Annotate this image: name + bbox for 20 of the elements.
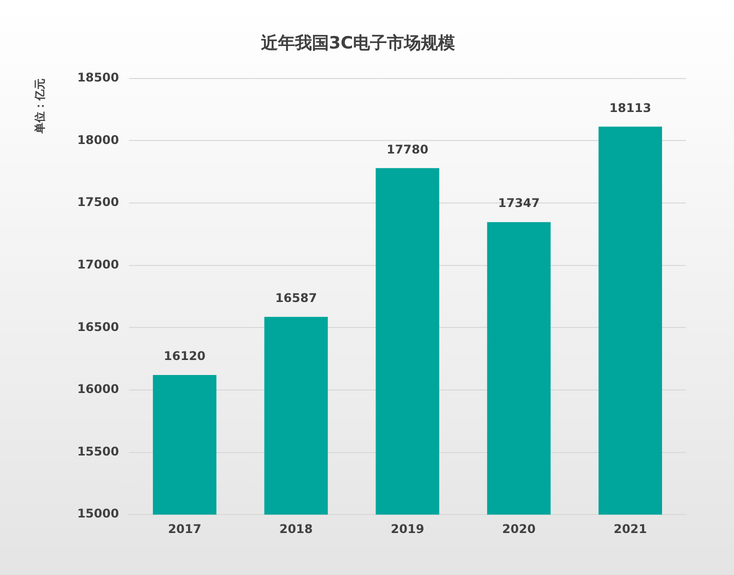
chart-title: 近年我国3C电子市场规模 — [260, 34, 456, 54]
x-tick-label: 2019 — [390, 522, 424, 536]
y-tick-label: 15500 — [77, 444, 119, 458]
y-tick-label: 16500 — [77, 320, 119, 334]
y-tick-label: 18500 — [77, 70, 119, 85]
y-axis-title: 单位：亿元 — [33, 78, 46, 134]
x-tick-label: 2021 — [614, 522, 647, 536]
y-tick-label: 18000 — [77, 132, 119, 147]
data-label: 18113 — [609, 100, 652, 115]
x-tick-label: 2020 — [502, 522, 536, 536]
data-label: 17780 — [386, 142, 428, 156]
y-tick-label: 16000 — [77, 382, 119, 396]
y-tick-label: 15000 — [77, 506, 119, 521]
data-label: 16120 — [164, 349, 206, 364]
x-tick-label: 2017 — [168, 522, 202, 536]
data-label: 16587 — [275, 290, 317, 305]
x-tick-label: 2018 — [279, 522, 313, 536]
y-tick-label: 17000 — [77, 257, 119, 272]
y-tick-label: 17500 — [77, 195, 119, 210]
data-label: 17347 — [498, 196, 540, 210]
